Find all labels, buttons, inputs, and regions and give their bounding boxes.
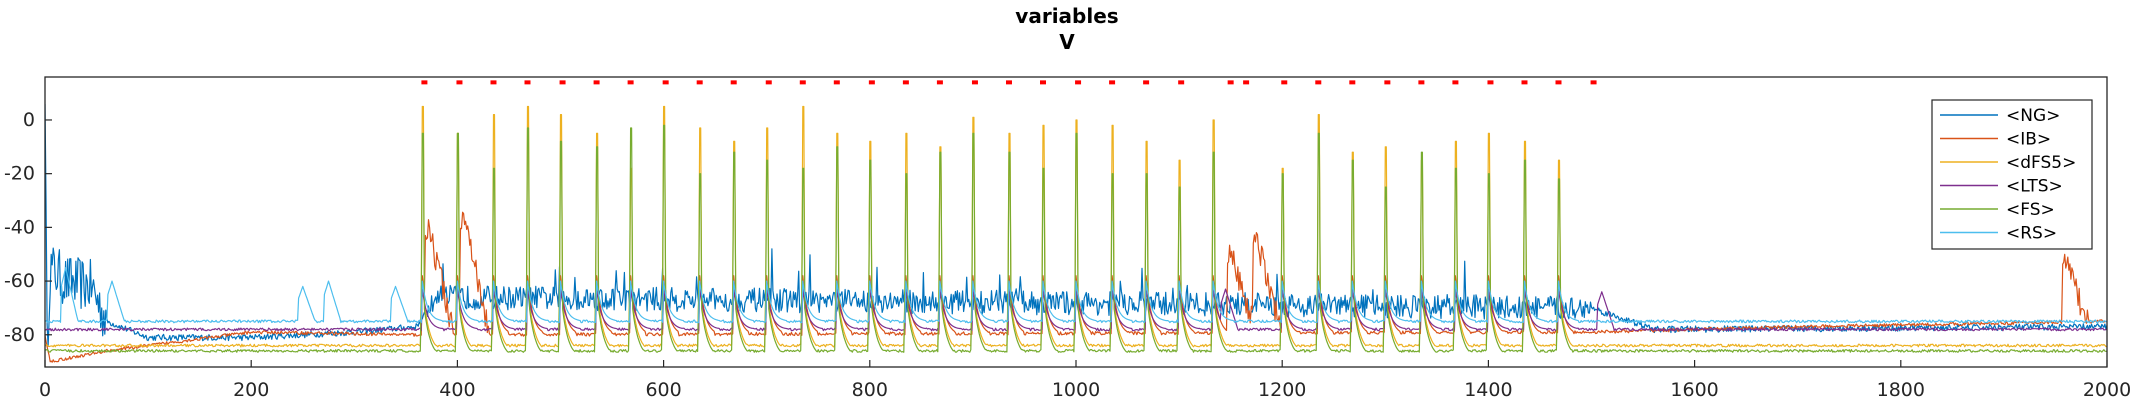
- y-tick-label: -60: [4, 270, 35, 292]
- x-tick-label: 0: [39, 379, 51, 400]
- legend-entry-label: <NG>: [2006, 106, 2060, 126]
- chart-title: variables: [1015, 4, 1118, 28]
- y-tick-label: 0: [23, 109, 35, 131]
- y-tick-label: -40: [4, 216, 35, 238]
- x-tick-label: 800: [852, 379, 888, 400]
- x-tick-label: 1200: [1258, 379, 1306, 400]
- legend[interactable]: <NG> <IB> <dFS5> <LTS> <FS> <RS>: [1931, 99, 2093, 250]
- series-line-1: [45, 211, 2107, 363]
- series-line-4: [45, 124, 2107, 353]
- x-tick-label: 1600: [1670, 379, 1718, 400]
- legend-entry-label: <dFS5>: [2006, 153, 2076, 173]
- legend-entry-label: <LTS>: [2006, 177, 2063, 197]
- x-tick-label: 2000: [2083, 379, 2131, 400]
- series-line-2: [45, 105, 2107, 348]
- x-tick-label: 1000: [1052, 379, 1100, 400]
- y-tick-label: -80: [4, 324, 35, 346]
- series-line-5: [45, 267, 2107, 324]
- trace-layer: [45, 103, 2107, 363]
- x-tick-label: 1800: [1877, 379, 1925, 400]
- x-axis: 0 200 400 600 800 1000 1200 1400 1600 1800 2000: [39, 360, 2131, 400]
- legend-box: [1931, 99, 2093, 250]
- chart-subtitle: V: [1059, 30, 1075, 54]
- x-tick-label: 400: [439, 379, 475, 400]
- legend-entry-label: <IB>: [2006, 130, 2051, 150]
- y-axis: 0 -20 -40 -60 -80: [4, 109, 52, 346]
- legend-entry-label: <RS>: [2006, 224, 2057, 244]
- x-tick-label: 600: [645, 379, 681, 400]
- legend-entry-label: <FS>: [2006, 200, 2055, 220]
- x-tick-label: 1400: [1464, 379, 1512, 400]
- x-tick-label: 200: [233, 379, 269, 400]
- y-tick-label: -20: [4, 163, 35, 185]
